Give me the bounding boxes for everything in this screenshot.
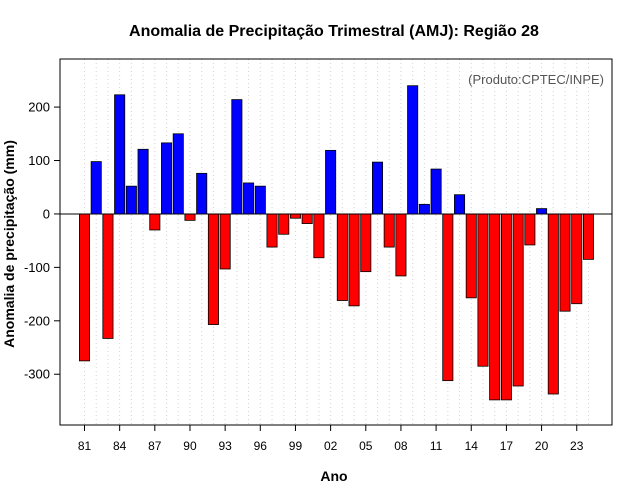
chart-title: Anomalia de Precipitação Trimestral (AMJ… [129, 23, 539, 40]
bar-1994 [231, 99, 243, 215]
y-tick-label: 200 [28, 100, 50, 115]
x-tick-label: 02 [324, 439, 338, 453]
y-tick-label: -100 [24, 260, 50, 275]
product-credit: (Produto:CPTEC/INPE) [468, 72, 604, 87]
bar-1998 [278, 213, 290, 235]
bar-1990 [184, 213, 196, 221]
bar-2006 [371, 161, 383, 215]
bar-2023 [571, 213, 583, 305]
x-tick-label: 05 [359, 439, 373, 453]
x-tick-label: 20 [535, 439, 549, 453]
bar-1982 [90, 161, 102, 215]
bars-group [79, 85, 594, 401]
bar-1985 [125, 185, 137, 215]
plot-frame [59, 58, 613, 426]
bar-2000 [301, 213, 313, 224]
bar-1984 [114, 94, 126, 215]
bar-2010 [418, 203, 430, 215]
bar-2015 [477, 213, 489, 367]
y-axis: -300 -200 -100 0 100 200 [24, 100, 60, 382]
y-tick-label: 0 [43, 206, 50, 221]
x-tick-label: 14 [465, 439, 479, 453]
x-tick-label: 99 [289, 439, 303, 453]
bar-1996 [254, 185, 266, 215]
bar-1992 [207, 213, 219, 325]
bar-2022 [559, 213, 571, 312]
bar-2013 [454, 194, 466, 215]
y-tick-label: -200 [24, 313, 50, 328]
bar-2007 [383, 213, 395, 248]
bar-2008 [395, 213, 407, 277]
x-tick-label: 08 [394, 439, 408, 453]
x-axis: 81 84 87 90 93 96 99 02 05 08 11 14 17 20 23 [78, 425, 584, 453]
y-tick-label: 100 [28, 153, 50, 168]
x-axis-title: Ano [320, 468, 347, 484]
bar-1991 [196, 172, 208, 215]
bar-2016 [489, 213, 501, 401]
bar-2021 [547, 213, 559, 395]
x-tick-label: 81 [78, 439, 92, 453]
bar-2009 [407, 85, 419, 215]
bar-2019 [524, 213, 536, 246]
x-tick-label: 90 [183, 439, 197, 453]
bar-1983 [102, 213, 114, 339]
x-tick-label: 11 [430, 439, 443, 453]
bar-2012 [442, 213, 454, 382]
bar-2024 [582, 213, 594, 260]
y-axis-title: Anomalia de precipitação (mm) [1, 140, 17, 348]
bar-1993 [219, 213, 231, 270]
bar-1987 [149, 213, 161, 231]
bar-2018 [512, 213, 524, 387]
bar-1981 [79, 213, 91, 362]
bar-2005 [360, 213, 372, 273]
bar-1995 [243, 182, 255, 215]
x-tick-label: 96 [254, 439, 268, 453]
bar-1997 [266, 213, 278, 248]
x-tick-label: 17 [500, 439, 514, 453]
bar-1999 [289, 213, 301, 219]
bar-2017 [500, 213, 512, 401]
x-tick-label: 93 [218, 439, 232, 453]
bar-2020 [536, 208, 548, 215]
bar-1986 [137, 148, 149, 215]
bar-1989 [172, 133, 184, 215]
bar-2001 [313, 213, 325, 259]
bar-2002 [325, 149, 337, 215]
x-tick-label: 23 [570, 439, 584, 453]
bar-1988 [161, 142, 173, 215]
bar-2011 [430, 168, 442, 215]
bar-2003 [336, 213, 348, 301]
bar-2004 [348, 213, 360, 307]
y-tick-label: -300 [24, 367, 50, 382]
x-tick-label: 84 [113, 439, 127, 453]
bar-2014 [465, 213, 477, 299]
x-tick-label: 87 [148, 439, 162, 453]
